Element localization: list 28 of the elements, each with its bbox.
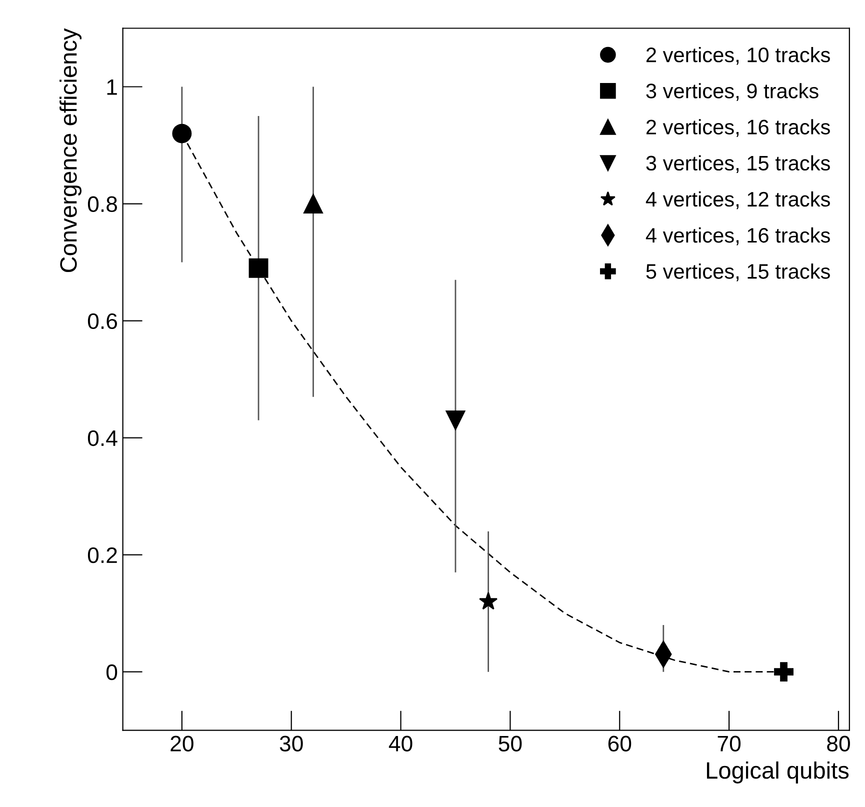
y-tick-label: 0: [106, 664, 118, 680]
x-tick-label: 80: [827, 736, 850, 752]
point: [304, 194, 323, 214]
x-tick-label: 50: [498, 736, 522, 752]
y-tick-label: 0.8: [88, 196, 118, 212]
legend-label: 3 vertices, 9 tracks: [646, 83, 818, 101]
point: [774, 662, 794, 682]
y-tick-label: 0.6: [88, 313, 117, 330]
legend-label: 4 vertices, 12 tracks: [646, 191, 830, 210]
point: [479, 592, 498, 610]
legend-label: 4 vertices, 16 tracks: [646, 227, 830, 246]
point: [446, 410, 466, 430]
legend-label: 2 vertices, 16 tracks: [646, 119, 830, 137]
y-tick-label: 0.4: [88, 430, 118, 446]
x-tick-label: 70: [718, 736, 741, 752]
point: [248, 258, 268, 278]
y-axis-title: Convergence efficiency: [60, 28, 82, 272]
y-tick-label: 1: [107, 80, 117, 95]
y-tick-label: 0.2: [88, 547, 117, 564]
x-tick-label: 40: [388, 736, 412, 752]
legend-label: 5 vertices, 15 tracks: [646, 264, 830, 282]
x-tick-label: 60: [608, 736, 632, 752]
x-axis-title: Logical qubits: [706, 761, 849, 784]
x-tick-label: 30: [280, 736, 303, 752]
legend-label: 3 vertices, 15 tracks: [646, 155, 830, 174]
point: [172, 124, 192, 144]
legend-label: 2 vertices, 10 tracks: [646, 46, 830, 65]
x-tick-label: 20: [170, 736, 194, 752]
